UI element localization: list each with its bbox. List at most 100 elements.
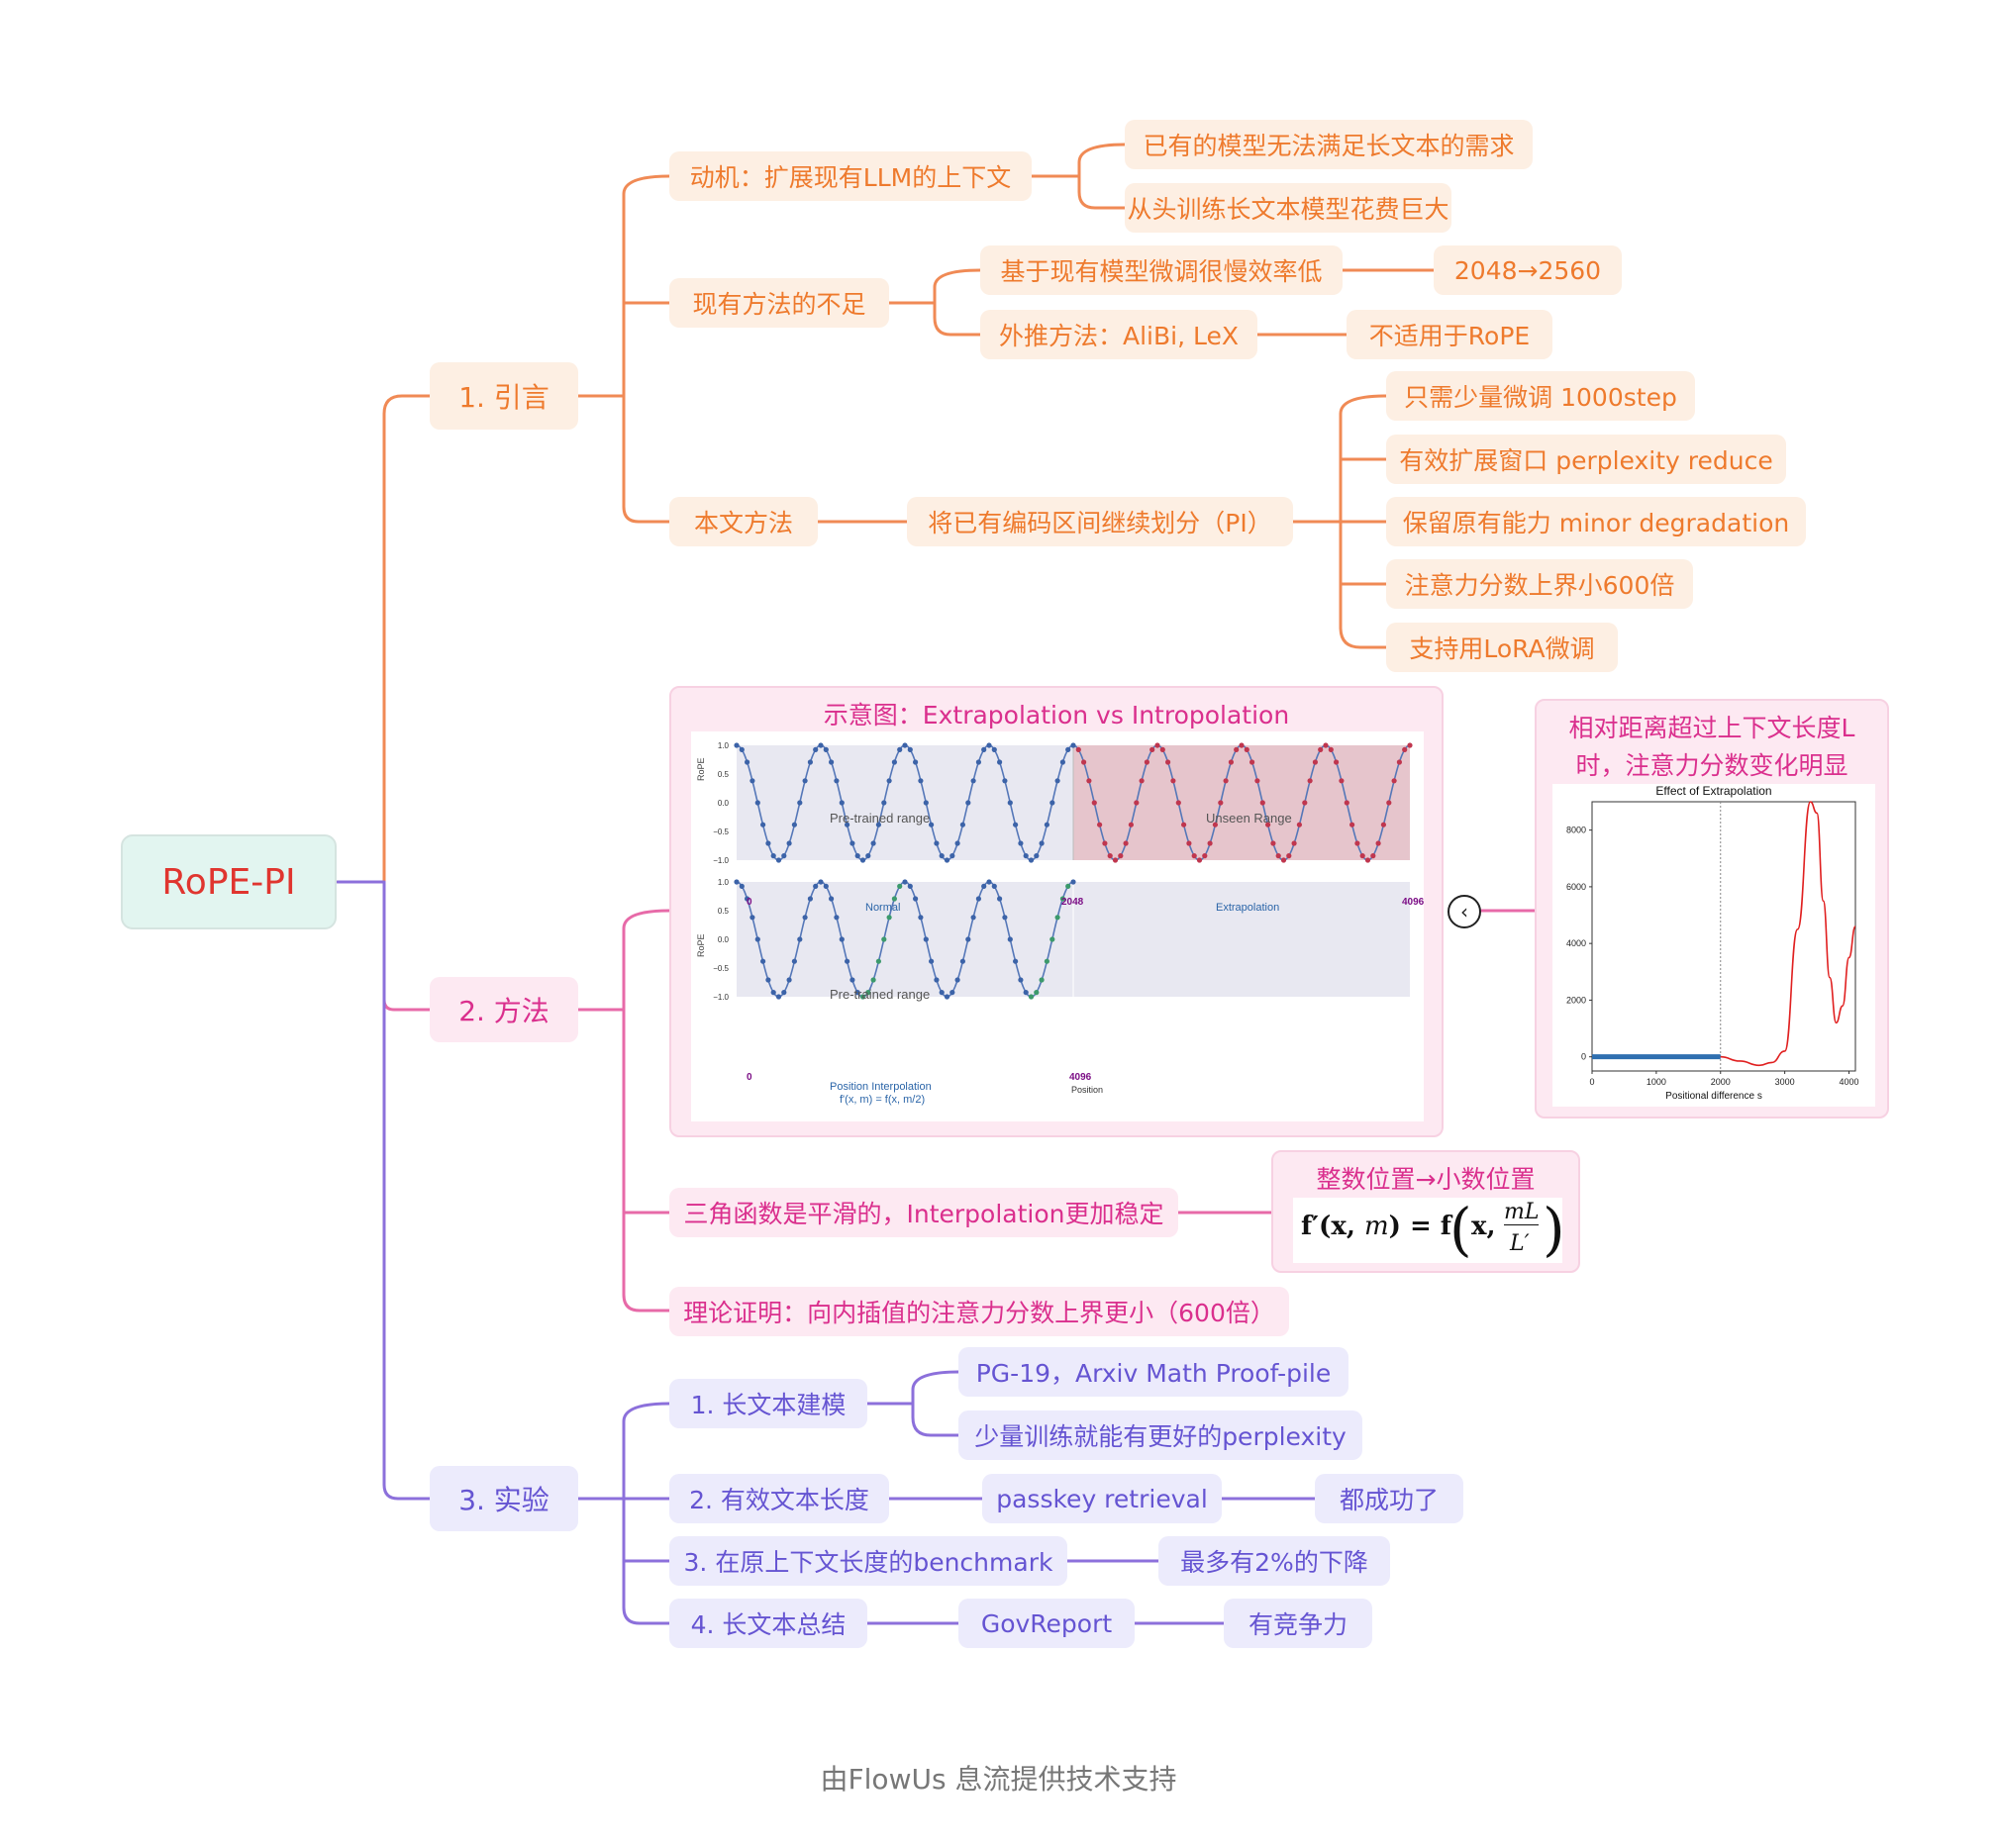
rope-point [1254, 778, 1260, 784]
node-exp-govreport-result[interactable]: 有竞争力 [1224, 1599, 1372, 1648]
rope-point [734, 742, 740, 748]
rope-point [1280, 857, 1287, 863]
rope-point [775, 857, 782, 863]
bottom-pretrained-label: Pre-trained range [830, 987, 931, 1002]
rope-point [1086, 778, 1092, 784]
node-exp-datasets[interactable]: PG-19，Arxiv Math Proof-pile [958, 1347, 1348, 1397]
node-theory-proof[interactable]: 理论证明：向内插值的注意力分数上界更小（600倍） [669, 1287, 1289, 1336]
rope-point [1386, 800, 1392, 806]
formula-box: f′(x, m) = f ( x, mL L′ ) [1293, 1196, 1565, 1263]
rope-point [770, 990, 776, 996]
rope-point [934, 977, 940, 983]
rope-point [1396, 759, 1402, 765]
node-method-point-5[interactable]: 支持用LoRA微调 [1386, 623, 1618, 672]
rope-point [981, 883, 987, 889]
rope-point [1391, 778, 1397, 784]
rope-point [902, 742, 908, 748]
rope-point [818, 879, 824, 885]
node-extrapolation-detail[interactable]: 不适用于RoPE [1347, 310, 1552, 359]
rope-point [739, 883, 745, 889]
rope-point [902, 879, 908, 885]
node-finetune-slow[interactable]: 基于现有模型微调很慢效率低 [980, 245, 1343, 295]
rope-point [1028, 857, 1035, 863]
rope-point [959, 958, 965, 964]
x-tick-label: 3000 [1775, 1077, 1795, 1087]
node-method-point-1[interactable]: 只需少量微调 1000step [1386, 371, 1695, 421]
node-method-point-2[interactable]: 有效扩展窗口 perplexity reduce [1386, 435, 1786, 484]
rope-point [1039, 840, 1045, 846]
node-exp-benchmark[interactable]: 3. 在原上下文长度的benchmark [669, 1536, 1067, 1586]
node-exp-benchmark-result[interactable]: 最多有2%的下降 [1158, 1536, 1390, 1586]
collapse-toggle-icon[interactable]: ‹ [1448, 895, 1481, 928]
node-exp-passkey[interactable]: passkey retrieval [982, 1474, 1222, 1523]
node-finetune-length[interactable]: 2048→2560 [1434, 245, 1622, 295]
bottom-caption-pi: Position Interpolation [830, 1081, 932, 1093]
rope-point [1007, 936, 1013, 942]
node-exp-long-text[interactable]: 1. 长文本建模 [669, 1379, 867, 1428]
section-intro[interactable]: 1. 引言 [430, 362, 578, 430]
node-our-method[interactable]: 本文方法 [669, 497, 818, 546]
figure-panel[interactable]: 示意图：Extrapolation vs Intropolation 1.0 0.… [669, 686, 1444, 1137]
rope-point [891, 759, 897, 765]
rope-point [834, 915, 840, 921]
node-shortcomings[interactable]: 现有方法的不足 [669, 278, 889, 328]
node-motivation[interactable]: 动机：扩展现有LLM的上下文 [669, 151, 1032, 201]
node-exp-summary[interactable]: 4. 长文本总结 [669, 1599, 867, 1648]
rope-point [923, 936, 929, 942]
node-trig-smooth[interactable]: 三角函数是平滑的，Interpolation更加稳定 [669, 1188, 1178, 1237]
rope-point [1307, 778, 1313, 784]
root-node[interactable]: RoPE-PI [121, 834, 337, 929]
rope-point [1054, 915, 1060, 921]
rope-point [1007, 800, 1013, 806]
y-tick-label: −0.5 [713, 964, 729, 973]
y-tick-label: 0.5 [718, 770, 730, 779]
formula-panel[interactable]: 整数位置→小数位置 f′(x, m) = f ( x, mL L′ ) [1271, 1150, 1580, 1273]
rope-point [1059, 896, 1065, 902]
rope-point [1065, 883, 1071, 889]
node-exp-effective-length[interactable]: 2. 有效文本长度 [669, 1474, 889, 1523]
node-extrapolation[interactable]: 外推方法：AliBi, LeX [980, 310, 1257, 359]
formula-title: 整数位置→小数位置 [1316, 1165, 1536, 1194]
rope-point [881, 800, 887, 806]
node-exp-perplexity[interactable]: 少量训练就能有更好的perplexity [958, 1410, 1362, 1460]
node-position-interpolation[interactable]: 将已有编码区间继续划分（PI） [907, 497, 1293, 546]
rope-point [1049, 936, 1055, 942]
y-tick-label: 2000 [1566, 995, 1586, 1005]
bottom-xname: Position [1071, 1085, 1104, 1095]
rope-point [886, 778, 892, 784]
section-experiments[interactable]: 3. 实验 [430, 1466, 578, 1531]
node-method-point-4[interactable]: 注意力分数上界小600倍 [1386, 559, 1693, 609]
node-exp-passkey-result[interactable]: 都成功了 [1315, 1474, 1463, 1523]
rope-point [786, 840, 792, 846]
y-tick-label: 8000 [1566, 826, 1586, 835]
figure-image: 1.0 0.5 0.0 −0.5 −1.0 1.0 0.5 0.0 −0.5 −1.0 RoPE … [691, 731, 1424, 1121]
rope-point [1070, 879, 1076, 885]
node-exp-govreport[interactable]: GovReport [958, 1599, 1135, 1648]
node-motivation-2[interactable]: 从头训练长文本模型花费巨大 [1125, 183, 1451, 233]
rope-point [918, 915, 924, 921]
side-title-line1: 相对距离超过上下文长度L [1568, 714, 1855, 742]
x-tick-label: 2000 [1711, 1077, 1731, 1087]
extrapolation-panel[interactable]: 相对距离超过上下文长度L 时，注意力分数变化明显 8000 6000 4000 200… [1535, 699, 1889, 1119]
formula-numerator: mL [1504, 1200, 1540, 1225]
rope-point [745, 759, 750, 765]
y-tick-label: 0.0 [718, 935, 730, 944]
rope-point [1375, 840, 1381, 846]
section-method[interactable]: 2. 方法 [430, 977, 578, 1042]
rope-point [939, 990, 945, 996]
unseen-range-shading [1073, 745, 1410, 860]
rope-point [897, 883, 903, 889]
rope-point [1407, 742, 1413, 748]
node-method-point-3[interactable]: 保留原有能力 minor degradation [1386, 497, 1806, 546]
rope-point [854, 853, 860, 859]
rope-point [1144, 759, 1149, 765]
bottom-ylabel: RoPE [696, 933, 706, 957]
rope-point [1249, 759, 1255, 765]
rope-point [1049, 800, 1055, 806]
y-tick-label: 0.0 [718, 799, 730, 808]
rope-point [1102, 840, 1108, 846]
node-motivation-1[interactable]: 已有的模型无法满足长文本的需求 [1125, 120, 1533, 169]
rope-point [813, 746, 819, 752]
rope-point [797, 800, 803, 806]
